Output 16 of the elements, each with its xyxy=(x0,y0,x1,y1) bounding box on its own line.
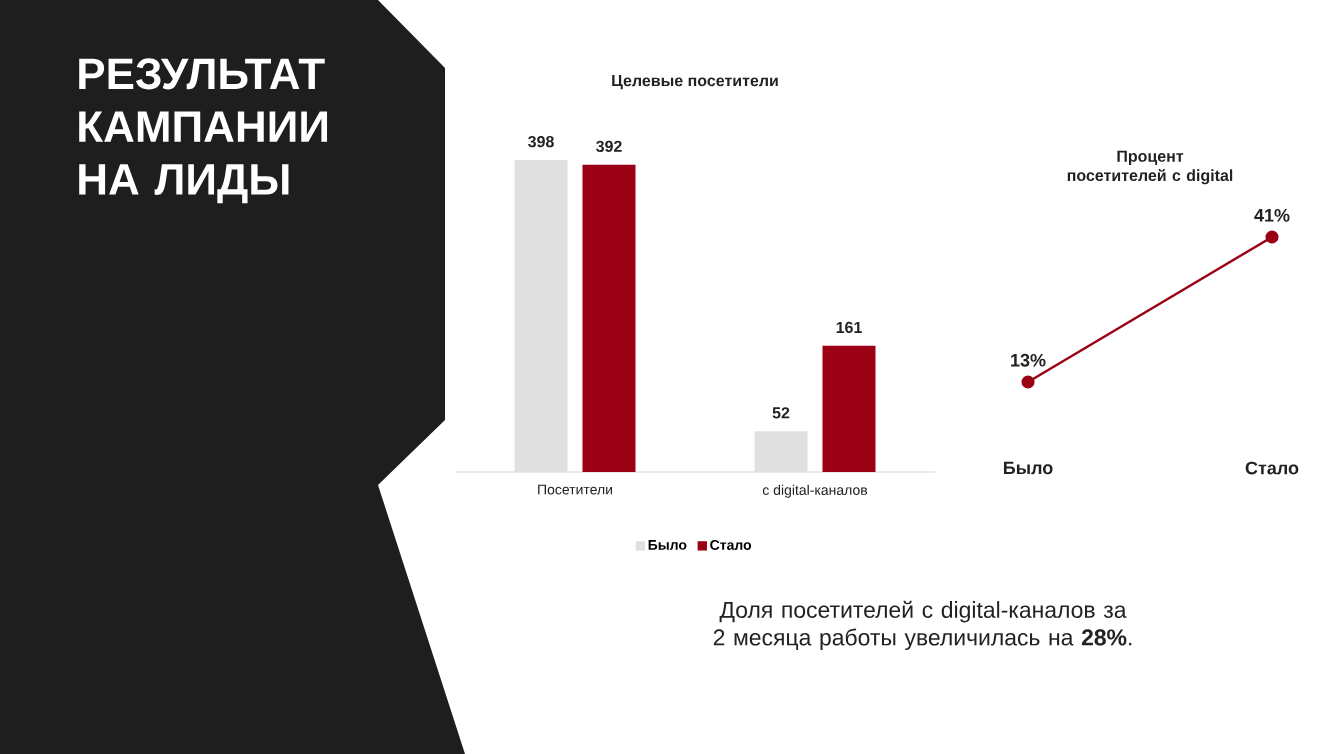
text: Доля посетителей с digital-каналов за 2 месяца работы увеличилась на 28%. xyxy=(713,600,1132,651)
data-label: 52 xyxy=(772,407,790,419)
data-label: 392 xyxy=(596,140,622,152)
data-label: 161 xyxy=(836,321,862,334)
x-tick-label: Посетители xyxy=(538,484,613,495)
bar xyxy=(582,164,636,472)
legend-label: Стало xyxy=(710,540,752,550)
data-label: 13% xyxy=(1011,353,1046,367)
data-label: 398 xyxy=(528,135,554,148)
data-label: 41% xyxy=(1254,208,1290,222)
text: РЕЗУЛЬТАТ КАМПАНИИ НА ЛИДЫ xyxy=(79,58,328,204)
legend-label: Было xyxy=(648,540,687,550)
chart-title: Целевые посетители xyxy=(612,75,778,90)
bar xyxy=(822,345,876,472)
x-tick-label: с digital-каналов xyxy=(762,484,868,498)
chart-title: Процент посетителей с digital xyxy=(1067,150,1233,185)
